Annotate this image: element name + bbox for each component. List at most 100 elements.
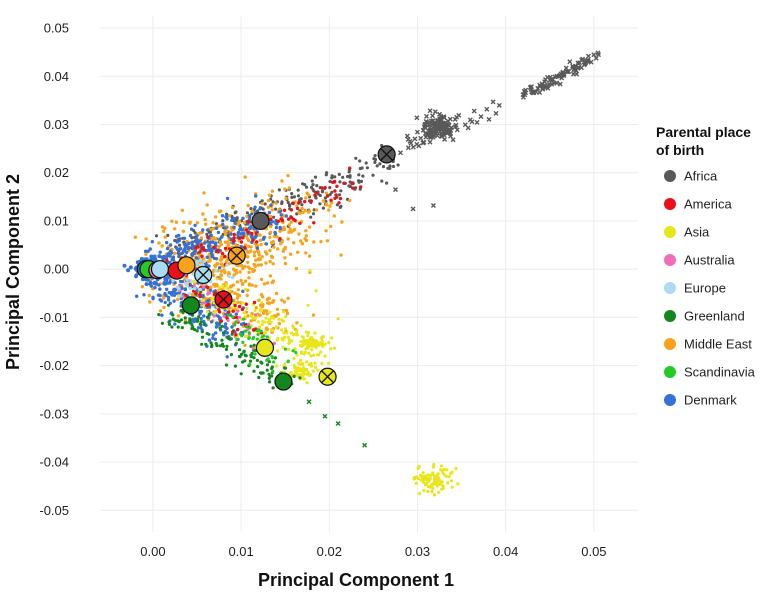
individual-cross-marker (571, 67, 577, 73)
individual-point (336, 317, 340, 321)
individual-point (264, 309, 269, 313)
individual-point (238, 304, 242, 309)
group-centroids (136, 145, 396, 391)
individual-point (230, 289, 234, 294)
individual-point (207, 303, 211, 307)
individual-point (229, 284, 234, 288)
individual-point (267, 360, 271, 364)
individual-point (285, 331, 289, 335)
individual-point (254, 231, 258, 235)
centroid-marker (251, 211, 270, 231)
individual-point (325, 171, 329, 175)
individual-point (249, 319, 253, 323)
individual-point (208, 243, 212, 248)
individual-point (250, 209, 254, 213)
individual-point (243, 343, 247, 347)
individual-point (220, 222, 225, 227)
individual-cross-marker (486, 116, 492, 122)
individual-cross-marker (520, 94, 526, 100)
individual-point (248, 326, 252, 330)
individual-point (291, 201, 295, 206)
individual-point (278, 237, 282, 241)
individual-point (135, 294, 139, 298)
individual-point (252, 343, 256, 347)
individual-point (219, 258, 224, 262)
individual-point (416, 466, 420, 471)
individual-point (307, 331, 311, 335)
individual-point (225, 229, 229, 233)
individual-cross-marker (427, 108, 433, 114)
individual-cross-marker (430, 203, 436, 208)
individual-point (195, 237, 199, 242)
individual-point (271, 262, 275, 266)
individual-point (311, 183, 315, 187)
individual-point (279, 213, 283, 217)
individual-point (312, 353, 316, 357)
individual-point (202, 322, 206, 326)
individual-point (309, 354, 313, 358)
individual-point (274, 225, 279, 230)
individual-point (167, 322, 172, 326)
individual-point (314, 190, 318, 195)
individual-point (194, 246, 198, 250)
individual-point (158, 250, 162, 254)
individual-point (270, 366, 274, 371)
individual-point (324, 202, 328, 206)
individual-point (173, 322, 177, 326)
individual-point (209, 251, 214, 255)
individual-point (337, 201, 341, 205)
y-tick-label: -0.01 (39, 310, 69, 325)
individual-point (439, 468, 443, 472)
individual-point (287, 223, 291, 227)
individual-point (292, 241, 296, 245)
individual-point (283, 347, 287, 351)
individual-point (320, 189, 325, 193)
individual-cross-marker (412, 136, 418, 142)
individual-point (232, 225, 236, 230)
individual-point (209, 320, 214, 324)
individual-point (427, 478, 431, 482)
individual-point (292, 332, 296, 336)
individual-point (227, 310, 231, 314)
individual-point (233, 323, 237, 327)
individual-point (262, 235, 266, 240)
individual-point (200, 335, 205, 339)
individual-cross-marker (322, 413, 328, 419)
individual-point (189, 279, 193, 283)
individual-cross-marker (423, 134, 429, 140)
individual-point (241, 236, 245, 240)
individual-point (375, 164, 379, 168)
individual-point (149, 284, 153, 288)
individual-point (133, 235, 137, 239)
legend-swatch (664, 170, 676, 182)
individual-point (257, 253, 261, 257)
individual-point (295, 321, 299, 325)
individual-cross-marker (425, 120, 431, 126)
centroid-middle-east (177, 256, 196, 275)
individual-point (295, 353, 299, 357)
individual-point (219, 242, 223, 247)
individual-point (291, 229, 295, 233)
individual-point (248, 362, 252, 366)
individual-point (142, 293, 146, 297)
individual-point (247, 213, 252, 218)
individual-point (305, 360, 309, 364)
individual-point (287, 186, 291, 190)
individual-point (236, 288, 240, 292)
individual-point (230, 205, 235, 210)
individual-point (191, 325, 195, 329)
y-tick-label: -0.03 (39, 406, 69, 421)
individual-point (230, 275, 235, 280)
individual-point (454, 466, 458, 471)
individual-point (206, 285, 210, 290)
individual-point (327, 340, 331, 345)
individual-point (241, 281, 245, 286)
individual-point (278, 226, 282, 231)
individual-point (163, 235, 167, 239)
individual-point (298, 376, 302, 380)
individual-point (287, 338, 291, 342)
individual-point (421, 471, 425, 475)
individual-point (173, 318, 177, 322)
individual-point (289, 220, 293, 224)
individual-point (259, 242, 263, 247)
